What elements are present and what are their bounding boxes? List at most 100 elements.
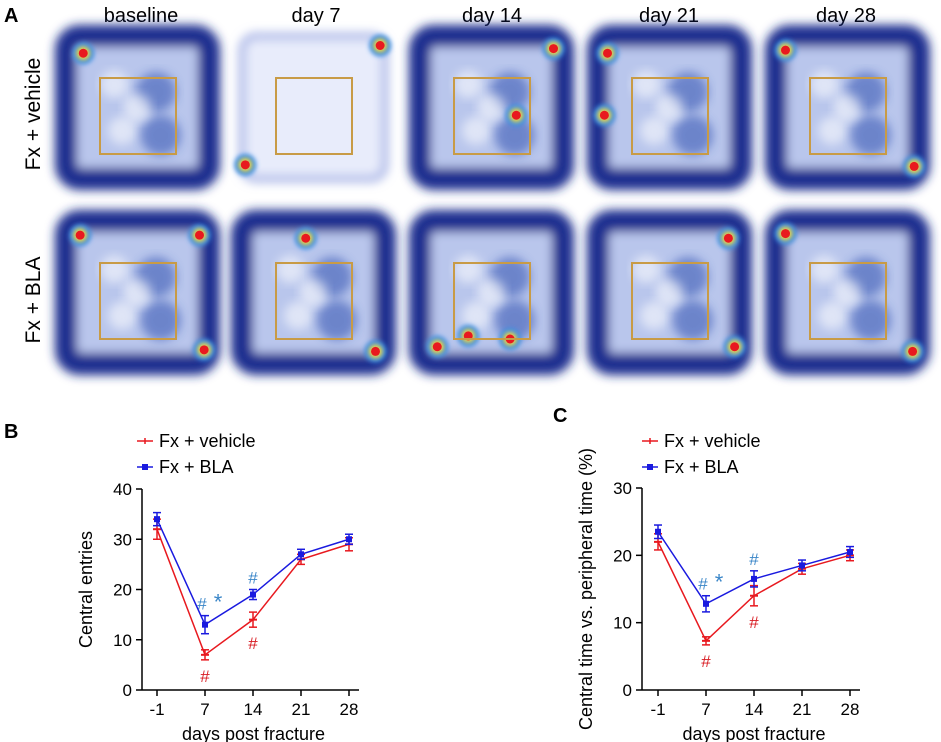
panel-a-label: A (4, 5, 18, 27)
hotspot-core (371, 346, 380, 356)
heatmap-blob (140, 115, 181, 156)
heatmap-blob (818, 116, 846, 145)
data-point (202, 621, 208, 628)
hotspot-core (603, 48, 612, 58)
heatmap-blob (640, 116, 668, 145)
heatmap-blob (462, 116, 490, 145)
heatmap-blob (818, 301, 846, 330)
heatmap-blob (454, 70, 483, 99)
center-zone-box (99, 77, 177, 155)
significance-marker: # (749, 550, 759, 569)
hotspot-core (78, 48, 88, 58)
legend-label: Fx + BLA (664, 457, 739, 477)
heatmap-blob (833, 93, 862, 122)
data-point (655, 528, 661, 535)
heatmap-tile (409, 210, 574, 375)
x-tick-label: 7 (200, 700, 209, 719)
heatmap-blob (672, 115, 713, 156)
center-zone-box (809, 262, 887, 340)
significance-marker: # (749, 613, 759, 632)
x-tick-label: 14 (244, 700, 263, 719)
center-zone-box (275, 77, 353, 155)
heatmap-blob (810, 70, 839, 99)
hotspot-core (240, 160, 250, 170)
legend-entry-fx-vehicle: Fx + vehicle (642, 431, 761, 451)
significance-marker: # (248, 569, 258, 588)
heatmap-blob (123, 93, 152, 122)
x-tick-label: 7 (701, 700, 710, 719)
data-point (703, 600, 709, 607)
y-tick-label: 20 (113, 581, 132, 600)
heatmap-blob (632, 70, 661, 99)
legend-entry-fx-vehicle: Fx + vehicle (137, 431, 256, 451)
center-zone-box (275, 262, 353, 340)
y-axis-label: Central time vs. peripheral time (%) (576, 448, 596, 730)
y-tick-label: 0 (123, 681, 132, 700)
heatmap-blob (276, 255, 305, 284)
center-zone-box (99, 262, 177, 340)
series-fx-bla (654, 524, 854, 613)
heatmap-blob (810, 255, 839, 284)
column-title-baseline: baseline (104, 5, 179, 27)
heatmap-blob (316, 300, 357, 341)
x-tick-label: 21 (292, 700, 311, 719)
heatmap-frame (239, 33, 388, 182)
heatmap-blob (655, 278, 684, 307)
heatmap-blob (655, 93, 684, 122)
significance-marker: * (214, 590, 223, 615)
heatmap-blob (850, 300, 891, 341)
hotspot-core (199, 345, 209, 355)
x-axis-label: days post fracture (182, 724, 325, 742)
chart-central-time: 0 10 20 30 -1 7 14 21 28 days post fracture Centra… (576, 431, 860, 742)
series-fx-bla (153, 511, 353, 635)
x-tick-label: 28 (841, 700, 860, 719)
center-zone-box (631, 262, 709, 340)
heatmap-blob (477, 93, 506, 122)
hotspot-core (511, 110, 521, 120)
heatmap-blob (108, 116, 136, 145)
x-axis-label: days post fracture (682, 724, 825, 742)
heatmap-blob (140, 300, 181, 341)
data-point (298, 551, 304, 558)
column-title-day-14: day 14 (462, 5, 522, 27)
x-tick-label: 28 (340, 700, 359, 719)
significance-marker: # (248, 634, 258, 653)
legend-marker (142, 464, 148, 470)
x-tick-label: -1 (650, 700, 665, 719)
heatmap-blob (672, 300, 713, 341)
legend-entry-fx-bla: Fx + BLA (642, 457, 739, 477)
y-tick-label: 20 (613, 546, 632, 565)
hotspot-core (781, 45, 790, 55)
heatmap-tile (55, 210, 220, 375)
center-zone-box (809, 77, 887, 155)
significance-marker: # (701, 652, 711, 671)
hotspot-core (301, 233, 311, 243)
hotspot-core (432, 342, 442, 352)
heatmap-tile (765, 210, 930, 375)
x-tick-label: 14 (745, 700, 764, 719)
panel-c-label: C (553, 405, 567, 427)
column-title-day-28: day 28 (816, 5, 876, 27)
legend-label: Fx + vehicle (159, 431, 256, 451)
heatmap-tile (409, 25, 574, 190)
significance-marker: * (715, 570, 724, 595)
heatmap-blob (833, 278, 862, 307)
significance-marker: # (200, 667, 210, 686)
significance-marker: # (698, 575, 708, 594)
heatmap-tile (234, 33, 392, 182)
heatmap-tile (55, 25, 220, 190)
heatmap-tile (231, 210, 396, 375)
hotspot-core (599, 110, 609, 120)
hotspot-core (195, 230, 204, 240)
hotspot-core (730, 342, 740, 352)
y-tick-label: 40 (113, 480, 132, 499)
column-title-day-7: day 7 (292, 5, 341, 27)
heatmap-blob (123, 278, 152, 307)
data-point (799, 562, 805, 569)
data-point (346, 536, 352, 543)
data-point (250, 591, 256, 598)
heatmap-blob (462, 301, 490, 330)
y-axis-label: Central entries (76, 531, 96, 648)
heatmap-blob (108, 301, 136, 330)
legend-marker (647, 464, 653, 470)
